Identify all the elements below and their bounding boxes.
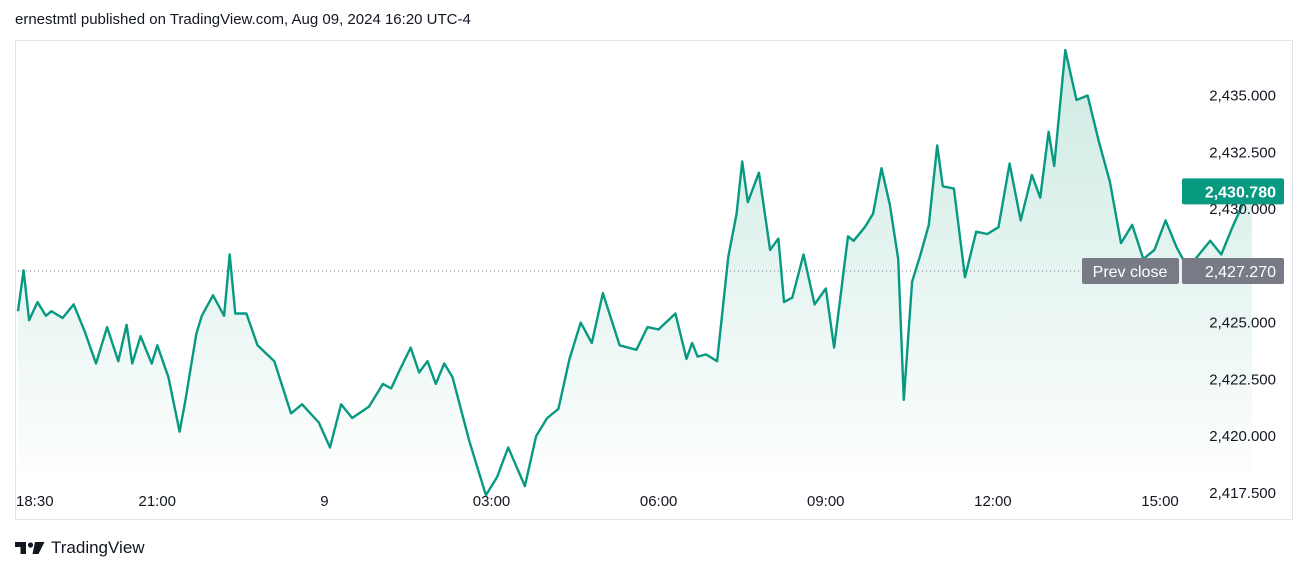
x-tick-label: 03:00 — [473, 493, 511, 510]
last-price-label: 2,430.780 — [1205, 184, 1276, 201]
y-tick-label: 2,435.000 — [1209, 87, 1276, 104]
x-tick-label: 15:00 — [1141, 493, 1179, 510]
y-tick-label: 2,432.500 — [1209, 144, 1276, 161]
footer-branding: TradingView — [15, 538, 145, 558]
y-tick-label: 2,430.000 — [1209, 201, 1276, 218]
price-area-fill — [18, 50, 1252, 496]
prev-close-tag — [1082, 258, 1179, 285]
x-tick-label: 09:00 — [807, 493, 845, 510]
x-tick-label: 9 — [320, 493, 328, 510]
y-tick-label: 2,425.000 — [1209, 315, 1276, 332]
publisher-caption: ernestmtl published on TradingView.com, … — [15, 11, 471, 28]
y-tick-label: 2,422.500 — [1209, 371, 1276, 388]
x-tick-label: 21:00 — [138, 493, 176, 510]
prev-close-label: 2,427.270 — [1205, 264, 1276, 281]
x-tick-label: 12:00 — [974, 493, 1012, 510]
prev-close-badge — [1182, 258, 1284, 285]
prev-close-text: Prev close — [1093, 264, 1168, 281]
tradingview-logo-icon — [15, 542, 45, 554]
x-axis: 18:30 21:00 9 03:00 06:00 09:00 12:00 15:00 — [16, 493, 1179, 510]
y-axis: 2,435.000 2,432.500 2,430.000 2,425.000 2,42… — [1209, 87, 1276, 501]
x-tick-label: 18:30 — [16, 493, 54, 510]
x-tick-label: 06:00 — [640, 493, 678, 510]
chart-panel[interactable] — [15, 40, 1293, 520]
price-line — [16, 48, 1253, 497]
y-tick-label: 2,417.500 — [1209, 485, 1276, 502]
last-price-badge — [1182, 178, 1284, 205]
footer-brand-text: TradingView — [51, 538, 145, 557]
y-tick-label: 2,420.000 — [1209, 428, 1276, 445]
